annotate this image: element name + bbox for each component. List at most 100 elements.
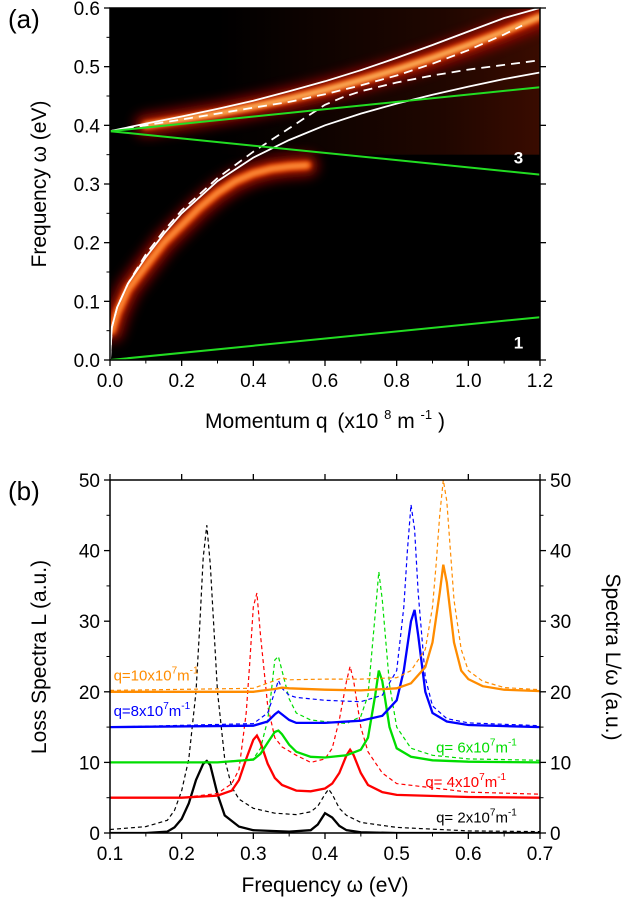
spectra-lines <box>110 480 540 833</box>
series-label-unit: m <box>169 703 182 720</box>
x-tick-label-b: 0.7 <box>527 844 553 865</box>
y-tick-label-a: 0.5 <box>74 58 100 79</box>
panel-a: (a) 13 0.0 0.2 0.4 0.6 0.8 1.0 1.20.00.10.20.3… <box>8 0 553 433</box>
x-tick-label-a: 0.0 <box>97 371 123 392</box>
series-solid-q=10x10-7-m--1 <box>110 564 540 693</box>
x-tick-label-a: 0.8 <box>383 371 409 392</box>
y-tick-label-a: 0.0 <box>74 351 100 372</box>
panel-a-label: (a) <box>8 4 40 34</box>
series-label: q= 2x107m-1 <box>436 807 517 826</box>
x-axis-label-a-main: Momentum q <box>205 410 328 433</box>
y-axis-label-a: Frequency ω (eV) <box>28 101 51 268</box>
series-line-green-lower <box>110 130 540 176</box>
series-label-base: q=10x10 <box>114 668 172 685</box>
series-solid-q=-6x10-7-m--1 <box>110 670 540 764</box>
y-tick-label-b-right: 20 <box>550 683 571 704</box>
x-axis-label-a-unit-exp: 8 <box>384 407 391 422</box>
x-tick-label-b: 0.3 <box>240 844 266 865</box>
x-tick-label-a: 1.2 <box>527 371 553 392</box>
y-tick-label-b-left: 20 <box>79 683 100 704</box>
series-solid-q=8x10-7-m--1 <box>110 609 540 729</box>
x-axis-label-a: Momentum q (x10 8 m -1 ) <box>205 401 445 433</box>
x-tick-label-b: 0.5 <box>383 844 409 865</box>
series-label-unit-exp: -1 <box>181 701 190 712</box>
y-tick-label-b-left: 40 <box>79 542 100 563</box>
series-label-base: q= 4x10 <box>425 774 479 791</box>
series-label-exp: 7 <box>490 807 496 818</box>
panel-b: (b) q= 2x107m-1q= 4x107m-1q= 6x107m-1q=8… <box>8 471 624 897</box>
x-tick-label-b: 0.2 <box>168 844 194 865</box>
y-tick-label-b-left: 50 <box>79 471 100 492</box>
y-tick-label-b-right: 10 <box>550 753 571 774</box>
series-line-white-dashed-upper <box>110 24 523 133</box>
series-label-unit-exp: -1 <box>508 738 517 749</box>
y-tick-label-a: 0.1 <box>74 292 100 313</box>
series-label-exp: 7 <box>490 738 496 749</box>
y-tick-label-b-right: 0 <box>550 824 561 845</box>
y-tick-label-b-left: 30 <box>79 612 100 633</box>
panel-b-label: (b) <box>8 476 40 506</box>
x-tick-label-a: 0.6 <box>312 371 338 392</box>
x-tick-label-b: 0.1 <box>97 844 123 865</box>
series-label: q= 6x107m-1 <box>436 738 517 757</box>
series-label: q=8x107m-1 <box>114 701 191 720</box>
series-solid-q=-2x10-7-m--1 <box>110 759 540 833</box>
region-label: 1 <box>514 333 523 352</box>
x-tick-label-a: 1.0 <box>455 371 481 392</box>
y-tick-label-a: 0.2 <box>74 234 100 255</box>
series-label: q= 4x107m-1 <box>425 772 506 791</box>
series-label-unit: m <box>495 809 508 826</box>
y-tick-label-b-left: 10 <box>79 753 100 774</box>
series-label: q=10x107m-1 <box>114 666 199 685</box>
x-axis-label-a-unit-m: m <box>397 410 415 433</box>
dispersion-lines <box>110 8 540 360</box>
series-label-unit: m <box>495 740 508 757</box>
x-axis-label-b: Frequency ω (eV) <box>242 874 409 897</box>
series-solid-q=-4x10-7-m--1 <box>110 733 540 799</box>
series-line-green-upper <box>110 86 540 133</box>
x-axis-label-a-unit-pre: (x10 <box>337 410 378 433</box>
y-axis-label-b-right: Spectra L/ω (a.u.) <box>601 574 624 741</box>
x-tick-label-a: 0.4 <box>240 371 267 392</box>
x-axis-label-a-unit-end: ) <box>438 410 445 433</box>
region-label: 3 <box>514 149 523 168</box>
series-line-white-solid-lower <box>110 71 540 360</box>
series-dashed-q=10x10-7-m--1 <box>110 480 540 691</box>
series-label-exp: 7 <box>163 701 169 712</box>
series-label-unit-exp: -1 <box>508 807 517 818</box>
y-tick-label-a: 0.3 <box>74 175 100 196</box>
series-labels: q= 2x107m-1q= 4x107m-1q= 6x107m-1q=8x107… <box>114 666 518 827</box>
x-tick-label-a: 0.2 <box>168 371 194 392</box>
series-label-unit-exp: -1 <box>497 772 506 783</box>
series-label-unit: m <box>177 668 190 685</box>
series-line-green-line-1 <box>110 316 540 360</box>
series-label-unit: m <box>485 774 498 791</box>
series-line-white-solid-upper <box>110 8 540 133</box>
heat-band-core <box>144 15 540 128</box>
x-tick-label-b: 0.4 <box>312 844 339 865</box>
y-tick-label-a: 0.6 <box>74 0 100 20</box>
heat-band-core <box>110 163 309 333</box>
y-axis-label-b-left: Loss Spectra L (a.u.) <box>28 560 51 754</box>
series-line-white-dashed-lower <box>110 59 540 360</box>
series-dashed-q=-4x10-7-m--1 <box>110 592 540 799</box>
series-label-unit-exp: -1 <box>190 666 199 677</box>
series-dashed-q=8x10-7-m--1 <box>110 504 540 728</box>
series-label-exp: 7 <box>172 666 178 677</box>
y-tick-label-a: 0.4 <box>74 116 101 137</box>
series-label-base: q= 2x10 <box>436 809 490 826</box>
y-tick-label-b-right: 50 <box>550 471 571 492</box>
series-label-base: q= 6x10 <box>436 740 490 757</box>
axes-a: 0.0 0.2 0.4 0.6 0.8 1.0 1.2 0.0 0.1 0.2 0.3 0.4 0.5 0… <box>74 0 554 392</box>
y-tick-label-b-left: 0 <box>89 824 100 845</box>
x-axis-label-a-unit-exp2: -1 <box>421 407 433 422</box>
x-tick-label-b: 0.6 <box>455 844 481 865</box>
series-dashed-q=-2x10-7-m--1 <box>110 525 540 833</box>
series-label-exp: 7 <box>479 772 485 783</box>
series-label-base: q=8x10 <box>114 703 164 720</box>
y-tick-label-b-right: 40 <box>550 542 571 563</box>
region-annotations: 13 <box>514 149 523 353</box>
y-tick-label-b-right: 30 <box>550 612 571 633</box>
